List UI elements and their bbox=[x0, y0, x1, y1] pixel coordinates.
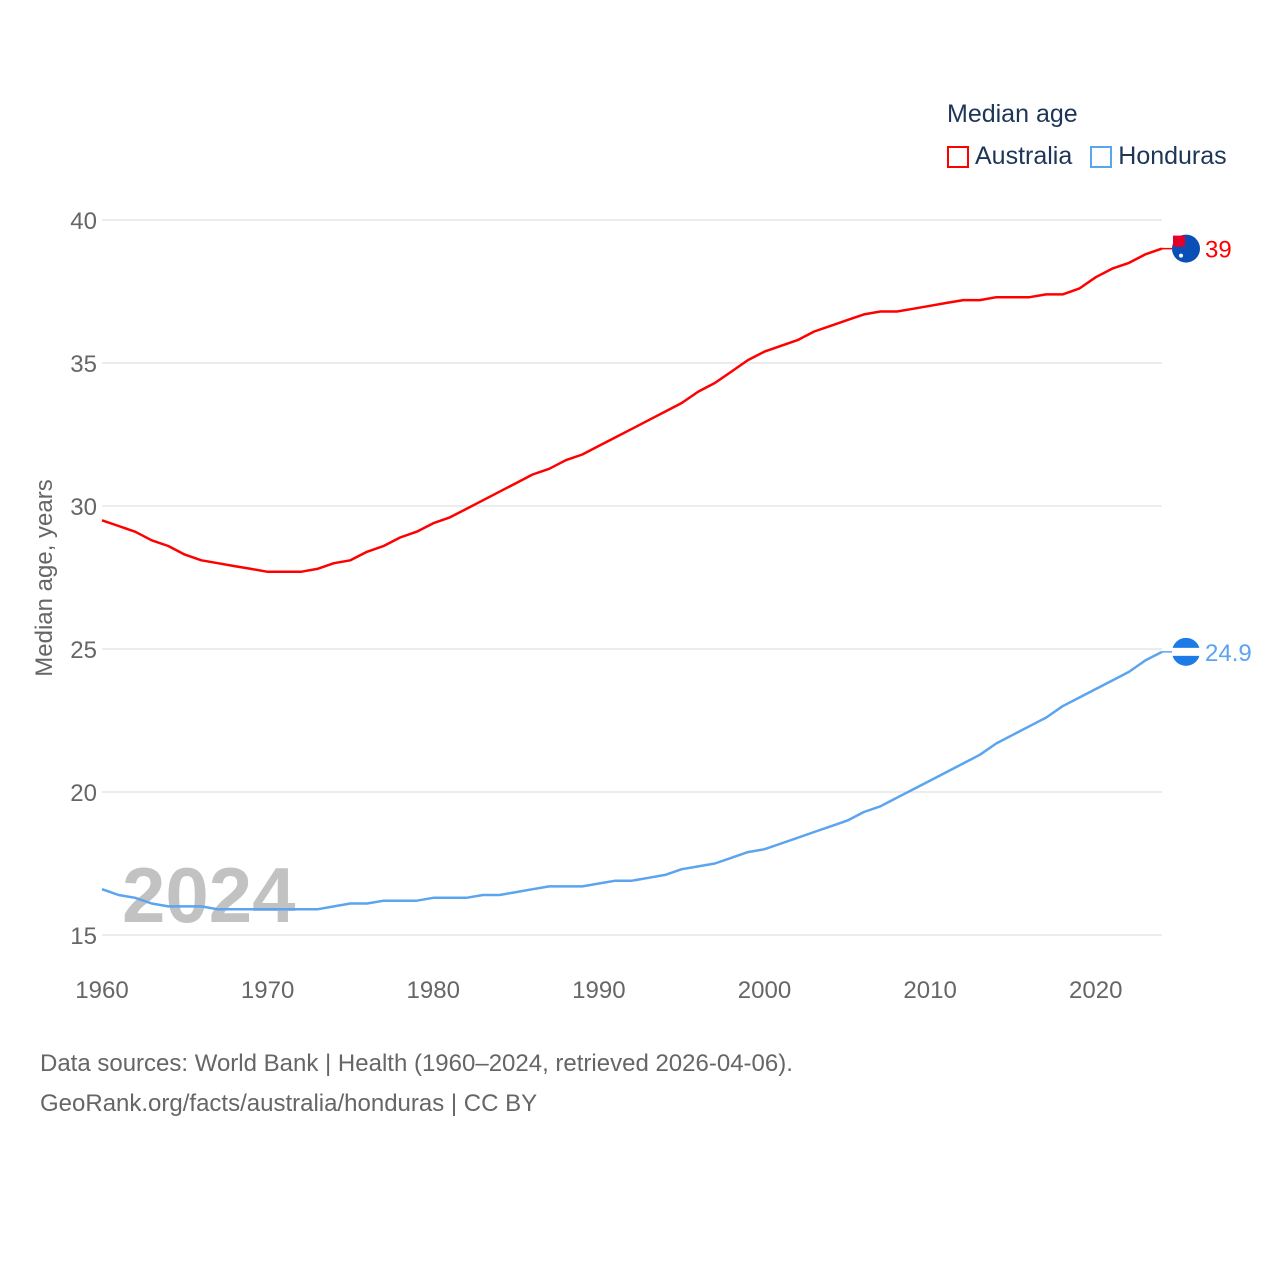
legend-item-honduras[interactable]: Honduras bbox=[1090, 142, 1227, 171]
x-tick-label: 1970 bbox=[241, 977, 294, 1004]
source-link[interactable]: GeoRank.org/facts/australia/honduras | C… bbox=[40, 1090, 538, 1117]
x-tick-label: 1990 bbox=[572, 977, 625, 1004]
series-line-australia bbox=[101, 247, 1163, 574]
y-tick-label: 40 bbox=[70, 208, 97, 235]
x-tick-label: 1960 bbox=[75, 977, 128, 1004]
legend-item-australia[interactable]: Australia bbox=[947, 142, 1072, 171]
end-label-australia: 39 bbox=[1205, 237, 1232, 264]
data-source-text: Data sources: World Bank | Health (1960–… bbox=[40, 1050, 793, 1077]
x-tick-label: 2000 bbox=[738, 977, 791, 1004]
x-tick-label: 2020 bbox=[1069, 977, 1122, 1004]
end-label-honduras: 24.9 bbox=[1205, 640, 1252, 667]
y-tick-label: 35 bbox=[70, 351, 97, 378]
legend: Australia Honduras bbox=[947, 142, 1227, 171]
series-line-honduras bbox=[101, 650, 1163, 911]
y-tick-label: 30 bbox=[70, 494, 97, 521]
legend-swatch-honduras bbox=[1090, 145, 1113, 168]
honduras-flag-band-icon bbox=[1172, 647, 1200, 656]
y-tick-label: 25 bbox=[70, 637, 97, 664]
legend-title: Median age bbox=[947, 100, 1078, 128]
footer: Data sources: World Bank | Health (1960–… bbox=[40, 1044, 793, 1124]
y-tick-label: 15 bbox=[70, 923, 97, 950]
y-tick-label: 20 bbox=[70, 780, 97, 807]
y-axis-label: Median age, years bbox=[31, 479, 58, 676]
legend-label-australia: Australia bbox=[975, 142, 1073, 170]
x-tick-label: 1980 bbox=[407, 977, 460, 1004]
australia-flag-star-icon bbox=[1179, 253, 1183, 258]
legend-swatch-australia bbox=[947, 145, 969, 168]
australia-flag-union-icon bbox=[1173, 235, 1185, 247]
legend-label-honduras: Honduras bbox=[1118, 142, 1227, 170]
x-tick-label: 2010 bbox=[903, 977, 956, 1004]
year-watermark: 2024 bbox=[122, 851, 296, 939]
